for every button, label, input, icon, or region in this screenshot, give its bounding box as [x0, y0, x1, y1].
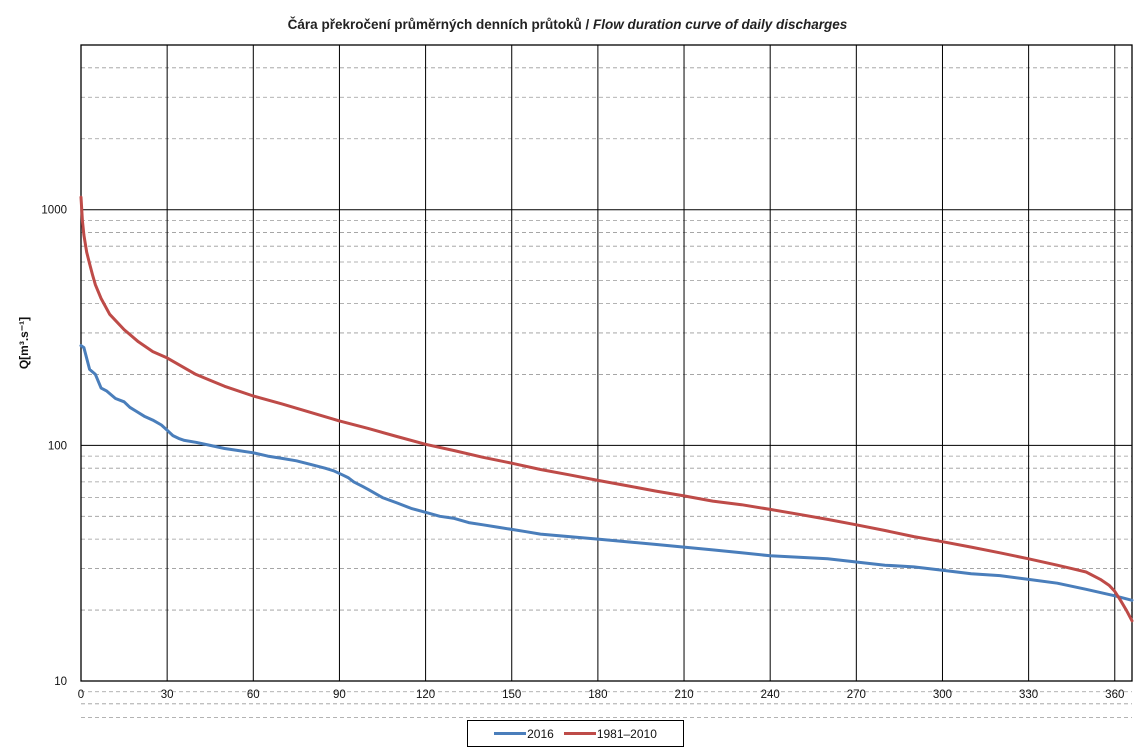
legend-label-1981-2010: 1981–2010	[596, 726, 657, 741]
x-tick-label: 180	[588, 689, 607, 701]
x-tick-label: 150	[502, 689, 521, 701]
legend: 2016 1981–2010	[467, 720, 684, 747]
legend-swatch-1981-2010	[563, 732, 596, 735]
x-tick-label: 270	[847, 689, 866, 701]
x-tick-label: 300	[933, 689, 952, 701]
y-tick-label: 1000	[41, 205, 67, 217]
plot-frame	[80, 44, 1133, 682]
legend-item-2016: 2016	[494, 727, 554, 741]
series-line-1981-2010	[79, 195, 1134, 623]
x-tick-label: 330	[1019, 689, 1038, 701]
legend-label-2016: 2016	[527, 726, 554, 741]
x-tick-label: 60	[247, 689, 260, 701]
plot-area: 0 30 60 90 120 150 180 210 240 270 300 330 360 10 100 1…	[17, 44, 1134, 718]
legend-swatch-2016	[494, 732, 527, 735]
x-tick-label: 240	[761, 689, 780, 701]
x-tick-label: 120	[416, 689, 435, 701]
chart-title-en: Flow duration curve of daily discharges	[593, 17, 848, 32]
chart-title: Čára překročení průměrných denních průto…	[0, 17, 1135, 32]
x-tick-label: 30	[161, 689, 174, 701]
x-tick-label: 0	[78, 689, 84, 701]
series-line-2016	[79, 344, 1134, 602]
x-tick-label: 90	[333, 689, 346, 701]
chart-title-cz: Čára překročení průměrných denních průto…	[287, 17, 593, 32]
x-tick-label: 210	[674, 689, 693, 701]
y-tick-label: 10	[54, 676, 67, 688]
x-tick-label: 360	[1105, 689, 1124, 701]
y-tick-label: 100	[48, 440, 67, 452]
y-axis-label: Q[m³.s⁻¹]	[17, 317, 31, 369]
legend-item-1981-2010: 1981–2010	[563, 726, 657, 741]
